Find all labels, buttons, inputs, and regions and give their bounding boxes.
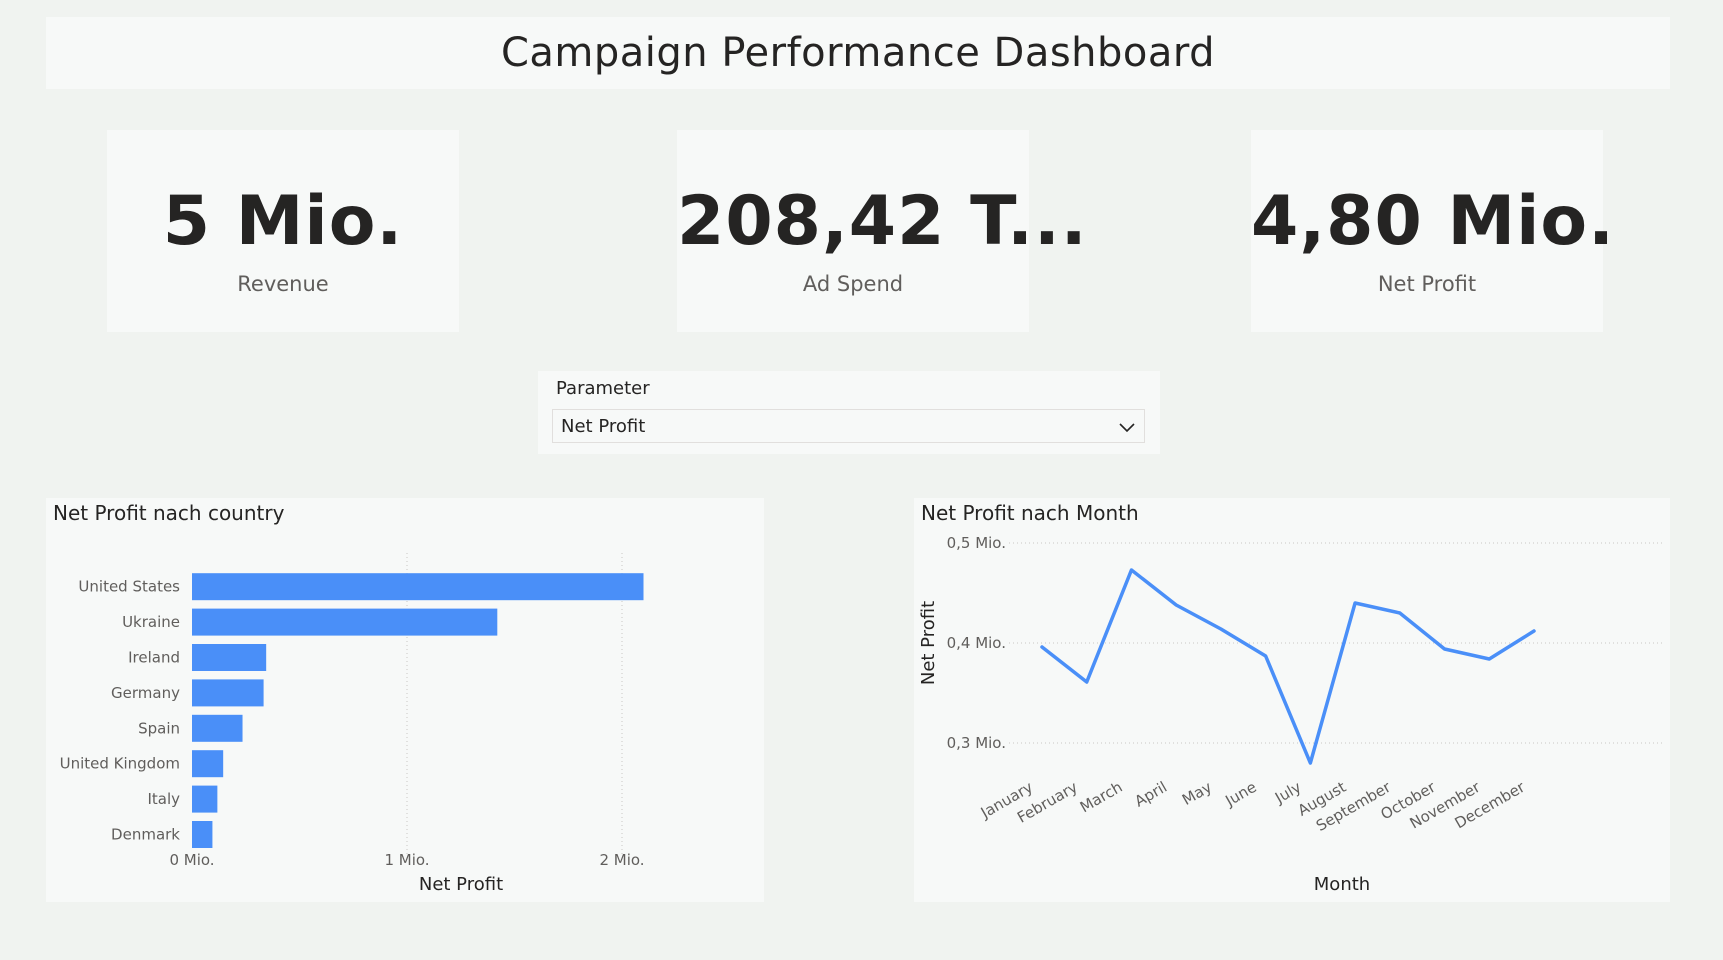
y-tick-label: United Kingdom <box>60 755 180 773</box>
x-tick-label: June <box>1221 778 1259 810</box>
y-tick-label: Ukraine <box>122 613 180 631</box>
y-tick-label: Ireland <box>128 649 180 667</box>
chart-title: Net Profit nach Month <box>921 501 1139 525</box>
y-tick-label: 0,3 Mio. <box>947 734 1006 752</box>
y-tick-label: 0,4 Mio. <box>947 634 1006 652</box>
x-axis-title: Month <box>1314 874 1370 895</box>
chart-title: Net Profit nach country <box>53 501 285 525</box>
x-axis-title: Net Profit <box>419 874 503 895</box>
kpi-card-net-profit: 4,80 Mio. Net Profit <box>1251 130 1615 332</box>
page-title: Campaign Performance Dashboard <box>500 30 1216 76</box>
bar <box>192 821 213 848</box>
kpi-value: 208,42 T... <box>677 182 1088 261</box>
x-tick-label: May <box>1179 778 1215 809</box>
y-tick-label: Italy <box>147 790 180 808</box>
line-chart-panel: Net Profit nach Month 0,5 Mio. 0,4 Mio. 0,… <box>914 498 1670 902</box>
kpi-value: 5 Mio. <box>162 182 404 261</box>
bar <box>192 785 218 813</box>
y-tick-label: 0,5 Mio. <box>947 534 1006 552</box>
kpi-card-revenue: 5 Mio. Revenue <box>107 130 459 332</box>
chevron-down-icon[interactable] <box>1118 418 1136 436</box>
parameter-selected-value: Net Profit <box>561 416 646 437</box>
y-tick-label: Denmark <box>111 826 180 844</box>
x-tick-label: 2 Mio. <box>599 851 644 869</box>
kpi-value: 4,80 Mio. <box>1251 182 1615 261</box>
x-tick-label: March <box>1077 778 1126 816</box>
bar <box>192 714 243 742</box>
series-line <box>1040 568 1536 765</box>
line-chart: 0,5 Mio.0,4 Mio.0,3 Mio.JanuaryFebruaryM… <box>918 534 1662 895</box>
y-tick-label: Spain <box>138 719 180 737</box>
title-bar: Campaign Performance Dashboard <box>46 17 1670 89</box>
bar <box>192 679 264 707</box>
bar <box>192 573 644 601</box>
kpi-label: Revenue <box>237 272 329 296</box>
bar <box>192 644 267 671</box>
bar-chart: 0 Mio. 1 Mio. 2 Mio. United States Ukraine Ir… <box>60 553 645 895</box>
y-axis-title: Net Profit <box>918 601 939 685</box>
y-tick-label: Germany <box>111 684 180 702</box>
kpi-label: Net Profit <box>1377 272 1477 296</box>
parameter-dropdown[interactable]: Net Profit <box>552 409 1145 443</box>
bar <box>192 750 224 778</box>
bar <box>192 608 498 636</box>
kpi-label: Ad Spend <box>802 272 904 296</box>
parameter-slicer: Parameter Net Profit <box>538 371 1160 454</box>
bar-chart-panel: Net Profit nach country 0 Mio. 1 Mio. 2 Mi… <box>46 498 764 902</box>
x-tick-label: 0 Mio. <box>169 851 214 869</box>
x-tick-label: April <box>1131 778 1170 811</box>
parameter-label: Parameter <box>556 378 650 399</box>
kpi-card-ad-spend: 208,42 T... Ad Spend <box>677 130 1088 332</box>
x-tick-label: 1 Mio. <box>384 851 429 869</box>
y-tick-label: United States <box>78 578 180 596</box>
